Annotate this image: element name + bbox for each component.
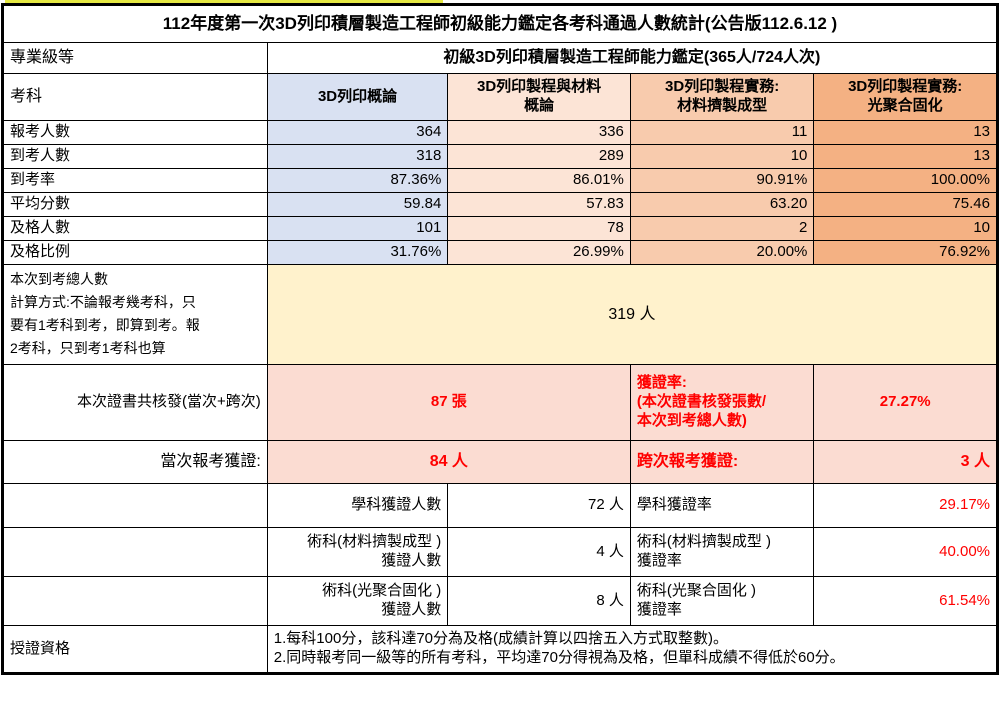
breakdown-count-label: 學科獲證人數 [266, 483, 449, 528]
stat-value: 289 [447, 144, 631, 169]
stat-value: 10 [813, 216, 998, 241]
subject-row-label: 考科 [2, 73, 268, 121]
stat-label: 及格比例 [2, 240, 268, 265]
stat-label: 及格人數 [2, 216, 268, 241]
stat-value: 75.46 [813, 192, 998, 217]
stat-value: 87.36% [266, 168, 449, 193]
cert-rate-label: 獲證率: (本次證書核發張數/ 本次到考總人數) [629, 364, 815, 441]
stat-row-attended: 到考人數 318 289 10 13 [2, 144, 998, 169]
subject-header-photopoly: 3D列印製程實務: 光聚合固化 [813, 73, 998, 121]
breakdown-count-value: 8 人 [447, 576, 631, 626]
breakdown-count-value: 72 人 [447, 483, 631, 528]
attendance-total: 319 人 [266, 264, 999, 365]
current-cert-value: 84 人 [266, 440, 631, 484]
breakdown-rate-value: 40.00% [813, 527, 998, 577]
breakdown-row-photopoly: 術科(光聚合固化 ) 獲證人數 8 人 術科(光聚合固化 ) 獲證率 61.54… [2, 576, 998, 626]
empty-cell [2, 576, 268, 626]
cert-issued-label: 本次證書共核發(當次+跨次) [2, 364, 268, 441]
stat-value: 90.91% [629, 168, 815, 193]
breakdown-rate-label: 術科(材料擠製成型 ) 獲證率 [629, 527, 815, 577]
stat-value: 13 [813, 120, 998, 145]
stat-row-pass-rate: 及格比例 31.76% 26.99% 20.00% 76.92% [2, 240, 998, 265]
breakdown-count-value: 4 人 [447, 527, 631, 577]
attendance-note: 本次到考總人數 計算方式:不論報考幾考科，只 要有1考科到考，即算到考。報 2考… [2, 264, 268, 365]
stat-row-attendance-rate: 到考率 87.36% 86.01% 90.91% 100.00% [2, 168, 998, 193]
breakdown-row-extrusion: 術科(材料擠製成型 ) 獲證人數 4 人 術科(材料擠製成型 ) 獲證率 40.… [2, 527, 998, 577]
stat-value: 10 [629, 144, 815, 169]
breakdown-count-label: 術科(光聚合固化 ) 獲證人數 [266, 576, 449, 626]
stat-value: 100.00% [813, 168, 998, 193]
stat-label: 到考人數 [2, 144, 268, 169]
highlight-strip [5, 0, 443, 3]
subject-header-materials: 3D列印製程與材料 概論 [447, 73, 631, 121]
stat-row-average-score: 平均分數 59.84 57.83 63.20 75.46 [2, 192, 998, 217]
stat-row-registered: 報考人數 364 336 11 13 [2, 120, 998, 145]
statistics-table: 112年度第一次3D列印積層製造工程師初級能力鑑定各考科通過人數統計(公告版11… [1, 3, 999, 675]
subject-header-intro: 3D列印概論 [266, 73, 449, 121]
stat-value: 78 [447, 216, 631, 241]
stat-value: 318 [266, 144, 449, 169]
stat-label: 報考人數 [2, 120, 268, 145]
stat-row-passed: 及格人數 101 78 2 10 [2, 216, 998, 241]
breakdown-rate-label: 學科獲證率 [629, 483, 815, 528]
breakdown-rate-value: 61.54% [813, 576, 998, 626]
stat-value: 31.76% [266, 240, 449, 265]
empty-cell [2, 527, 268, 577]
stat-label: 到考率 [2, 168, 268, 193]
stat-value: 20.00% [629, 240, 815, 265]
breakdown-row-written: 學科獲證人數 72 人 學科獲證率 29.17% [2, 483, 998, 528]
cross-cert-label: 跨次報考獲證: [629, 440, 815, 484]
stat-value: 57.83 [447, 192, 631, 217]
stat-value: 63.20 [629, 192, 815, 217]
breakdown-count-label: 術科(材料擠製成型 ) 獲證人數 [266, 527, 449, 577]
level-value: 初級3D列印積層製造工程師能力鑑定(365人/724人次) [266, 42, 999, 74]
report-sheet: 112年度第一次3D列印積層製造工程師初級能力鑑定各考科通過人數統計(公告版11… [0, 3, 1000, 675]
stat-value: 13 [813, 144, 998, 169]
page-title: 112年度第一次3D列印積層製造工程師初級能力鑑定各考科通過人數統計(公告版11… [2, 4, 998, 43]
stat-value: 76.92% [813, 240, 998, 265]
stat-value: 26.99% [447, 240, 631, 265]
stat-value: 86.01% [447, 168, 631, 193]
stat-value: 11 [629, 120, 815, 145]
stat-value: 364 [266, 120, 449, 145]
cert-rate-value: 27.27% [813, 364, 998, 441]
footer-notes: 1.每科100分，該科達70分為及格(成績計算以四捨五入方式取整數)。 2.同時… [266, 625, 999, 674]
level-label: 專業級等 [2, 42, 268, 74]
cert-issued-value: 87 張 [266, 364, 631, 441]
stat-value: 336 [447, 120, 631, 145]
current-cert-label: 當次報考獲證: [2, 440, 268, 484]
stat-label: 平均分數 [2, 192, 268, 217]
stat-value: 101 [266, 216, 449, 241]
stat-value: 59.84 [266, 192, 449, 217]
footer-label: 授證資格 [2, 625, 268, 674]
stat-value: 2 [629, 216, 815, 241]
subject-header-extrusion: 3D列印製程實務: 材料擠製成型 [629, 73, 815, 121]
breakdown-rate-label: 術科(光聚合固化 ) 獲證率 [629, 576, 815, 626]
cross-cert-value: 3 人 [813, 440, 998, 484]
empty-cell [2, 483, 268, 528]
breakdown-rate-value: 29.17% [813, 483, 998, 528]
